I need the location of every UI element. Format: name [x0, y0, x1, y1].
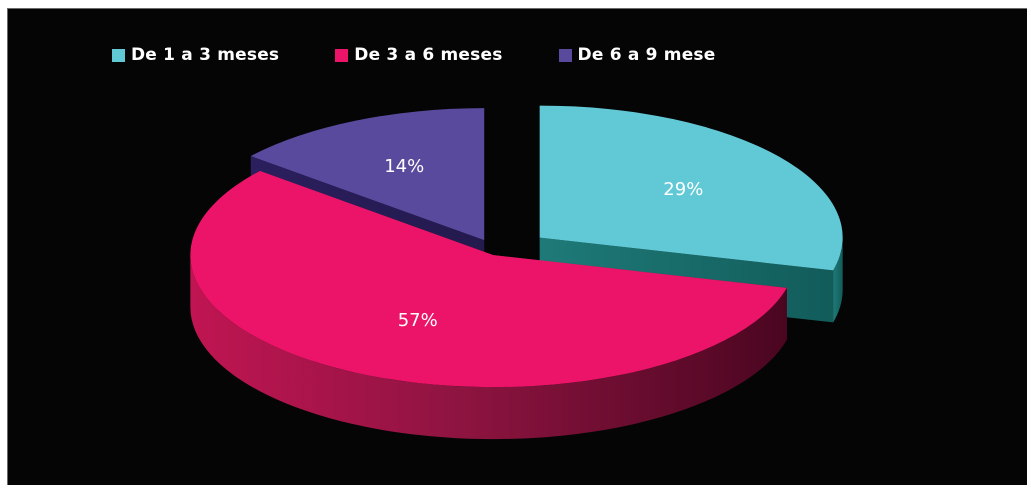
legend-swatch-1	[112, 48, 125, 62]
legend-swatch-3	[558, 48, 572, 62]
legend-item-3: De 6 a 9 mese	[558, 45, 716, 65]
legend-swatch-2	[335, 48, 349, 62]
slice-top-3	[250, 108, 485, 241]
data-label-1: 29%	[663, 179, 703, 200]
slice-outer-side-1	[833, 237, 843, 323]
legend-label-1: De 1 a 3 meses	[131, 45, 280, 65]
data-label-2: 57%	[398, 310, 438, 331]
legend-item-1: De 1 a 3 meses	[112, 45, 279, 65]
slice-top-2	[190, 170, 787, 388]
pie-slice-2	[190, 170, 787, 440]
slice-top-1	[539, 105, 843, 271]
legend-label-2: De 3 a 6 meses	[354, 45, 503, 65]
data-label-3: 14%	[384, 156, 424, 177]
chart-legend: De 1 a 3 meses De 3 a 6 meses De 6 a 9 m…	[112, 40, 962, 70]
legend-item-2: De 3 a 6 meses	[335, 45, 502, 65]
legend-label-3: De 6 a 9 mese	[577, 45, 716, 65]
slice-outer-side-2	[190, 255, 787, 440]
pie-layer: 29% 57% 14%	[190, 105, 843, 440]
